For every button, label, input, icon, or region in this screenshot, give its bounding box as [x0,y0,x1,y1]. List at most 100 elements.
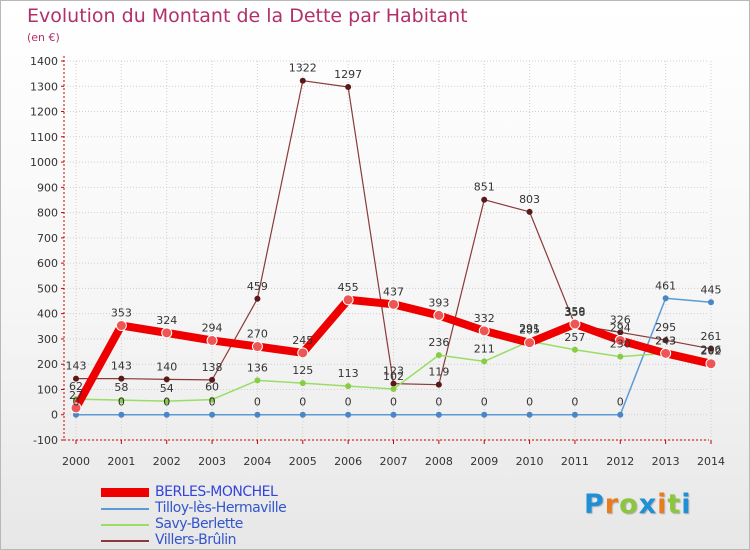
proxiti-logo: Proxiti [584,489,692,520]
data-label: 359 [564,305,585,318]
data-point [617,411,624,418]
x-tick-label: 2000 [62,455,90,468]
series-layer [70,77,717,418]
data-point [254,377,261,384]
data-point [118,397,125,404]
data-point [254,411,261,418]
data-point [662,295,669,302]
data-point [209,376,216,383]
data-label: 851 [474,181,495,194]
y-tick-label: 1300 [30,80,58,93]
y-tick-label: 200 [37,358,58,371]
data-point [209,396,216,403]
data-label: 0 [163,396,170,409]
x-tick-label: 2012 [606,455,634,468]
data-point [299,411,306,418]
data-point [163,398,170,405]
y-tick-label: 300 [37,333,58,346]
data-point [209,411,216,418]
data-label: 58 [114,381,128,394]
legend-swatch [101,508,149,510]
data-label: 119 [428,366,449,379]
y-tick-label: 1100 [30,131,58,144]
x-tick-label: 2011 [561,455,589,468]
x-tick-label: 2014 [697,455,725,468]
data-point [70,402,82,414]
legend-swatch [101,540,149,542]
y-tick-label: 0 [51,409,58,422]
legend-label: Savy-Berlette [155,516,243,532]
x-tick-label: 2010 [516,455,544,468]
data-point [163,376,170,383]
data-label: 356 [564,306,585,319]
data-point [345,383,352,390]
data-label: 102 [383,370,404,383]
data-label: 140 [156,360,177,373]
data-point [297,347,309,359]
data-point [662,337,669,344]
data-point [390,385,397,392]
y-tick-label: 900 [37,181,58,194]
data-label: 125 [292,364,313,377]
data-label: 295 [655,321,676,334]
chart-title: Evolution du Montant de la Dette par Hab… [27,5,468,27]
data-label: 243 [655,334,676,347]
data-label: 206 [701,344,722,357]
data-label: 143 [66,360,87,373]
y-tick-label: 800 [37,207,58,220]
data-label: 62 [69,380,83,393]
data-label: 27 [69,389,83,402]
data-label: 353 [111,307,132,320]
data-point [73,411,79,418]
data-label: 326 [610,313,631,326]
data-label: 0 [118,396,125,409]
y-tick-label: 1000 [30,156,58,169]
data-point [73,375,79,382]
data-label: 138 [202,361,223,374]
x-tick-label: 2003 [198,455,226,468]
data-point [388,298,399,310]
data-label: 0 [435,396,442,409]
data-point [708,345,714,352]
data-point [569,318,581,330]
data-point [524,337,536,349]
data-label: 461 [655,279,676,292]
data-point [705,358,717,370]
grid-layer [64,60,712,441]
data-point [433,309,445,321]
data-point [163,411,170,418]
data-point [299,77,306,84]
data-label: 143 [111,360,132,373]
data-label: 54 [160,382,174,395]
data-label: 270 [247,328,268,341]
data-point [390,380,397,387]
data-point [342,294,354,306]
data-label: 0 [209,396,216,409]
legend-swatch [101,524,149,526]
y-tick-label: 700 [37,232,58,245]
data-point [660,347,672,359]
data-label: 285 [519,324,540,337]
y-tick-label: 500 [37,282,58,295]
data-label: 393 [428,296,449,309]
data-label: 445 [701,283,722,296]
x-tick-label: 2004 [243,455,271,468]
data-label: 294 [202,321,223,334]
data-point [571,346,578,353]
data-label: 332 [474,312,495,325]
axis-layer: -100010020030040050060070080090010001100… [30,55,725,468]
data-label: 60 [205,381,219,394]
y-tick-label: -100 [33,434,58,447]
y-tick-label: 100 [37,383,58,396]
data-label: 113 [338,367,359,380]
data-label: 0 [73,396,80,409]
data-label: 257 [564,331,585,344]
y-tick-label: 600 [37,257,58,270]
data-label: 123 [383,365,404,378]
data-label: 243 [655,334,676,347]
data-label: 294 [610,321,631,334]
data-point [614,334,626,346]
legend-label: Villers-Brûlin [155,532,237,548]
data-label: 0 [345,396,352,409]
